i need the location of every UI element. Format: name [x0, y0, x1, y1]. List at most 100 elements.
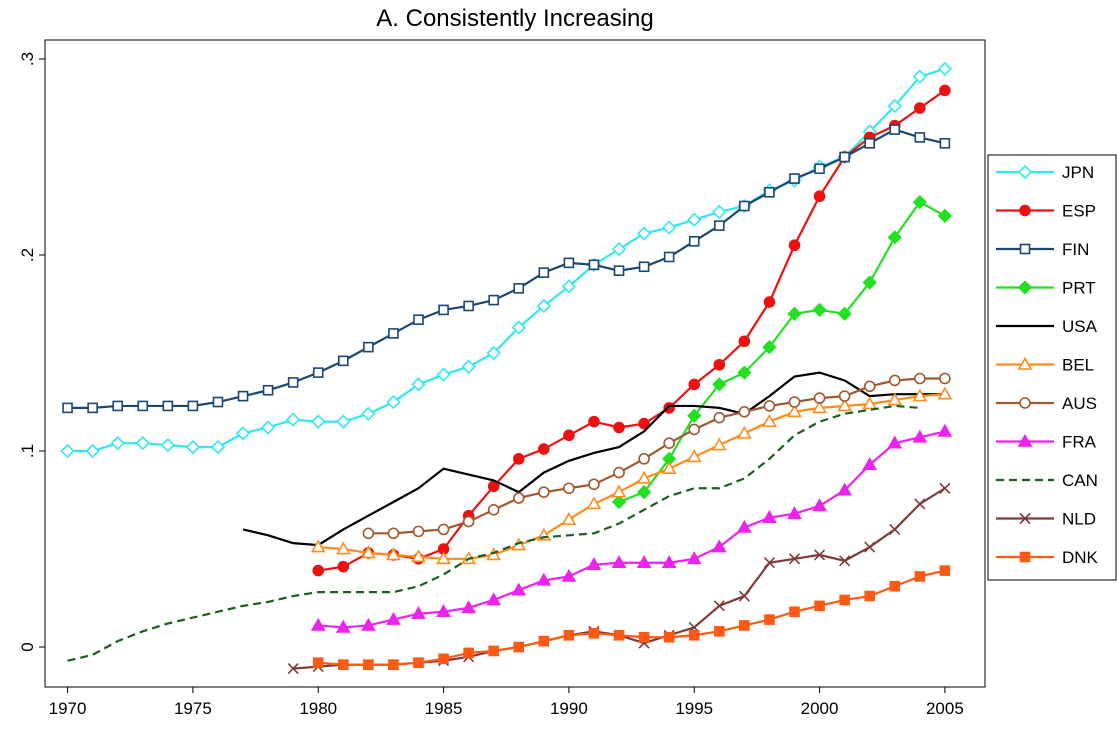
marker — [436, 604, 451, 618]
marker — [889, 523, 901, 535]
marker — [713, 411, 726, 424]
marker — [739, 200, 750, 212]
marker — [887, 435, 903, 449]
legend-label: JPN — [1062, 163, 1094, 182]
marker — [788, 553, 801, 565]
marker — [513, 641, 525, 653]
marker — [763, 296, 776, 308]
marker — [787, 306, 802, 321]
marker — [687, 408, 702, 423]
marker — [411, 377, 426, 392]
marker — [737, 365, 752, 380]
marker — [210, 439, 226, 455]
marker — [611, 484, 627, 498]
marker — [411, 606, 426, 619]
marker — [1019, 512, 1031, 525]
marker — [686, 449, 702, 463]
marker — [738, 406, 751, 418]
marker — [688, 235, 700, 247]
marker — [713, 358, 726, 371]
marker — [611, 555, 627, 569]
marker — [711, 437, 727, 451]
marker — [862, 396, 878, 410]
marker — [788, 396, 801, 408]
marker — [185, 439, 201, 455]
marker — [588, 478, 600, 491]
marker — [789, 606, 800, 618]
marker — [636, 226, 652, 241]
marker — [837, 306, 852, 321]
marker — [563, 482, 575, 495]
marker — [939, 482, 951, 494]
marker — [713, 626, 725, 637]
marker — [413, 314, 424, 325]
marker — [312, 367, 324, 378]
marker — [937, 61, 953, 76]
marker — [162, 400, 174, 412]
marker — [638, 261, 650, 273]
marker — [738, 335, 751, 348]
marker — [764, 186, 775, 198]
marker — [613, 629, 625, 641]
marker — [486, 592, 502, 606]
marker — [864, 541, 876, 553]
x-tick-label: 2005 — [926, 699, 964, 718]
marker — [588, 627, 600, 639]
marker — [463, 300, 474, 312]
y-tick-label: .1 — [18, 444, 37, 458]
marker — [336, 414, 351, 429]
marker — [638, 631, 650, 643]
legend-label: PRT — [1062, 279, 1096, 298]
marker — [337, 560, 350, 573]
marker — [536, 298, 551, 314]
marker — [887, 230, 902, 245]
marker — [511, 582, 527, 596]
marker — [889, 580, 901, 592]
marker — [262, 384, 274, 396]
legend-label: AUS — [1062, 394, 1097, 413]
marker — [838, 390, 851, 402]
marker — [135, 436, 150, 451]
marker — [412, 525, 425, 538]
marker — [638, 453, 650, 465]
marker — [387, 527, 400, 540]
marker — [912, 429, 928, 443]
marker — [839, 151, 850, 163]
marker — [837, 482, 853, 496]
marker — [663, 402, 675, 414]
legend-label: DNK — [1062, 548, 1099, 567]
marker — [310, 539, 326, 553]
marker — [937, 386, 953, 400]
marker — [736, 519, 752, 533]
marker — [688, 629, 700, 641]
marker — [1019, 397, 1031, 409]
marker — [461, 359, 476, 374]
marker — [386, 547, 401, 561]
x-tick-label: 1985 — [425, 699, 463, 718]
legend-label: NLD — [1062, 510, 1096, 529]
marker — [538, 486, 550, 498]
marker — [839, 555, 851, 567]
marker — [463, 647, 474, 659]
marker — [287, 663, 299, 675]
x-tick-label: 1980 — [299, 699, 337, 718]
marker — [939, 565, 951, 576]
legend-box — [987, 154, 1117, 581]
marker — [561, 512, 577, 525]
marker — [663, 437, 675, 449]
marker — [363, 341, 374, 353]
legend-label: ESP — [1062, 202, 1096, 221]
marker — [888, 374, 901, 387]
marker — [663, 251, 675, 263]
marker — [613, 466, 625, 479]
marker — [638, 417, 650, 430]
marker — [814, 600, 825, 612]
marker — [563, 429, 575, 442]
marker — [636, 555, 652, 569]
marker — [486, 345, 501, 361]
x-tick-label: 1975 — [174, 699, 212, 718]
marker — [812, 400, 827, 414]
marker — [362, 527, 375, 540]
